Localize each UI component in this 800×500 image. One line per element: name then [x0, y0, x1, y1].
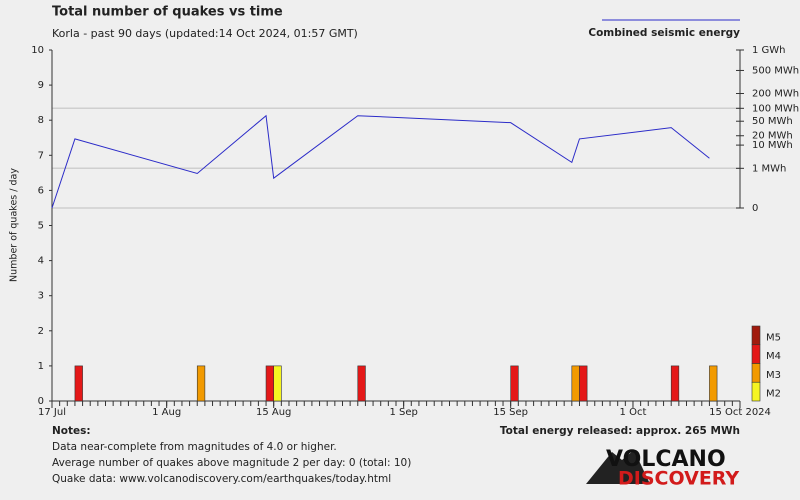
x-tick-label: 1 Aug	[152, 407, 181, 418]
x-tick-label: 15 Oct 2024	[709, 407, 771, 418]
x-tick-label: 1 Oct	[620, 407, 647, 418]
y2-tick-label: 20 MWh	[752, 131, 793, 142]
y-tick-label: 7	[38, 150, 44, 161]
x-tick-label: 15 Aug	[256, 407, 291, 418]
y2-tick-label: 50 MWh	[752, 116, 793, 127]
note: Data near-complete from magnitudes of 4.…	[52, 441, 337, 453]
legend-label: M2	[766, 389, 781, 400]
total-energy: Total energy released: approx. 265 MWh	[500, 425, 740, 437]
bar	[670, 365, 680, 402]
y-axis-label: Number of quakes / day	[9, 168, 20, 282]
y-tick-label: 0	[38, 396, 44, 407]
bar	[273, 365, 282, 402]
y-tick-label: 5	[38, 221, 44, 232]
y-tick-label: 10	[31, 45, 44, 56]
bar	[265, 365, 274, 402]
energy-line	[51, 114, 710, 209]
legend-swatch	[751, 363, 761, 383]
logo: VOLCANO DISCOVERY	[586, 447, 739, 490]
y2-tick-label: 1 MWh	[752, 163, 786, 174]
legend-label: M5	[766, 332, 781, 343]
bar	[510, 365, 519, 402]
bar	[709, 365, 718, 402]
x-tick-label: 17 Jul	[38, 407, 66, 418]
legend-label: M3	[766, 370, 781, 381]
logo-mountain	[586, 450, 650, 484]
legend-swatch	[751, 325, 761, 346]
x-tick-label: 1 Sep	[389, 407, 417, 418]
logo-text: VOLCANO	[606, 447, 726, 472]
y-tick-label: 4	[38, 256, 44, 267]
y-tick-label: 1	[38, 361, 44, 372]
legend-swatch	[751, 344, 761, 364]
legend-label: Combined seismic energy	[588, 27, 740, 39]
y-tick-label: 2	[38, 326, 44, 337]
y-tick-label: 9	[38, 80, 44, 91]
bar	[571, 365, 580, 402]
note: Average number of quakes above magnitude…	[52, 457, 411, 469]
bar	[357, 365, 366, 402]
y2-tick-label: 200 MWh	[752, 88, 799, 99]
x-tick-label: 15 Sep	[493, 407, 528, 418]
bar	[579, 365, 588, 402]
y2-tick-label: 1 GWh	[752, 45, 786, 56]
y-tick-label: 6	[38, 185, 44, 196]
bar	[196, 365, 206, 402]
y2-tick-label: 100 MWh	[752, 103, 799, 114]
legend-label: M4	[766, 351, 781, 362]
chart-title: Total number of quakes vs time	[52, 5, 283, 20]
notes-title: Notes:	[52, 425, 91, 437]
y2-tick-label: 10 MWh	[752, 140, 793, 151]
legend-swatch	[751, 381, 761, 402]
y2-tick-label: 0	[752, 203, 758, 214]
note: Quake data: www.volcanodiscovery.com/ear…	[52, 473, 391, 485]
logo-text: DISCOVERY	[618, 468, 739, 490]
y-tick-label: 3	[38, 291, 44, 302]
bar	[74, 365, 83, 402]
chart-subtitle: Korla - past 90 days (updated:14 Oct 202…	[52, 27, 358, 40]
y2-tick-label: 500 MWh	[752, 65, 799, 76]
y-tick-label: 8	[38, 115, 44, 126]
